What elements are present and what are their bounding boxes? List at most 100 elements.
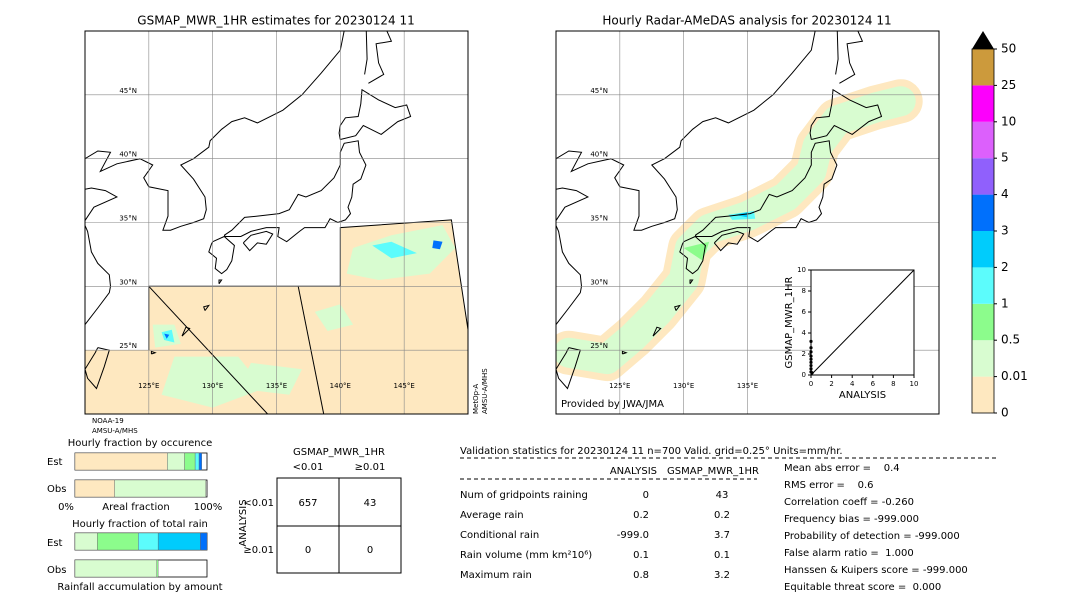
bar-segment <box>138 532 159 551</box>
colorbar-segment <box>972 121 994 159</box>
rain-area <box>372 241 417 259</box>
bar-segment <box>114 479 206 498</box>
cell: 0.2 <box>714 510 730 521</box>
coastline <box>839 31 864 84</box>
y-tick-label: 2 <box>802 350 806 358</box>
x-tick-label: 8 <box>891 380 895 388</box>
coastline <box>85 347 110 390</box>
col-label: ≥0.01 <box>355 462 386 473</box>
lat-label: 35°N <box>590 215 608 223</box>
coastline <box>150 350 157 355</box>
col-header: ANALYSIS <box>610 466 657 477</box>
left-map-frame <box>84 30 469 415</box>
coastline <box>713 230 745 252</box>
lon-label: 140°E <box>330 382 351 390</box>
score: Mean abs error = 0.4 <box>784 463 900 474</box>
left-map <box>85 31 468 414</box>
point <box>809 350 813 354</box>
coastline <box>203 304 211 311</box>
lon-label: 135°E <box>737 382 758 390</box>
axis-label: ANALYSIS <box>238 499 249 546</box>
colorbar-segment <box>972 376 994 413</box>
score: RMS error = 0.6 <box>784 480 874 491</box>
coastline <box>85 31 345 231</box>
colorbar-label: 10 <box>1001 114 1016 128</box>
axis-label: Areal fraction <box>102 502 169 513</box>
right-map-frame <box>555 30 940 415</box>
bar-segment <box>74 479 115 498</box>
row-label: Obs <box>47 484 66 495</box>
bar-segment <box>74 452 168 471</box>
coastline <box>556 347 581 390</box>
lon-label: 145°E <box>394 382 415 390</box>
bar-segment <box>156 559 159 578</box>
rain-area <box>432 240 443 250</box>
row-label: Conditional rain <box>460 530 539 541</box>
y-axis-title: GSMAP_MWR_1HR <box>784 277 795 369</box>
row-label: Average rain <box>460 510 524 521</box>
x-axis-title: ANALYSIS <box>839 390 886 401</box>
row-label: Num of gridpoints raining <box>460 490 588 501</box>
cell: 0.8 <box>633 570 649 581</box>
rain-area <box>238 362 302 395</box>
coastline <box>689 279 694 285</box>
cell: 43 <box>364 498 377 509</box>
cell: 43 <box>716 490 729 501</box>
cell: 0.1 <box>633 550 649 561</box>
cell: 0.2 <box>633 510 649 521</box>
sat-note: NOAA-19 <box>92 417 124 425</box>
lat-label: 30°N <box>119 278 137 286</box>
x-tick-label: 0 <box>809 380 813 388</box>
score: Frequency bias = -999.000 <box>784 514 919 525</box>
point <box>809 346 813 350</box>
right-map <box>556 31 939 414</box>
point <box>809 367 813 371</box>
total-footer: Rainfall accumulation by amount <box>57 582 222 593</box>
colorbar-segment <box>972 85 994 122</box>
row-label: ≥0.01 <box>243 545 274 556</box>
colorbar-segment <box>972 158 994 195</box>
axis-label: 100% <box>194 502 223 513</box>
colorbar-segment <box>972 340 994 377</box>
score: False alarm ratio = 1.000 <box>784 548 914 559</box>
y-tick-label: 4 <box>802 329 807 337</box>
colorbar-label: 25 <box>1001 78 1016 92</box>
bar-segment <box>198 452 202 471</box>
side-note: AMSU-A/MHS <box>481 368 489 414</box>
colorbar-label: 5 <box>1001 151 1009 165</box>
colorbar-label: 1 <box>1001 296 1009 310</box>
colorbar-label: 0.5 <box>1001 333 1020 347</box>
colorbar-label: 4 <box>1001 187 1009 201</box>
point <box>809 357 813 361</box>
col-header: GSMAP_MWR_1HR <box>667 466 759 477</box>
lat-label: 45°N <box>119 87 137 95</box>
colorbar-label: 0 <box>1001 406 1009 420</box>
bar-segment <box>184 452 196 471</box>
total-title: Hourly fraction of total rain <box>72 519 208 530</box>
rain-area <box>683 241 710 261</box>
bar-segment <box>167 452 185 471</box>
colorbar-segment <box>972 267 994 304</box>
side-note: MetOp-A <box>472 384 480 414</box>
lon-label: 135°E <box>266 382 287 390</box>
right-map-title: Hourly Radar-AMeDAS analysis for 2023012… <box>602 14 891 28</box>
coastline <box>679 235 706 275</box>
lat-label: 40°N <box>119 151 137 159</box>
row-label: Est <box>47 457 63 468</box>
point <box>810 371 814 375</box>
y-tick-label: 8 <box>802 287 806 295</box>
occurrence-title: Hourly fraction by occurence <box>68 438 212 449</box>
coastline <box>364 31 368 75</box>
row-label: Obs <box>47 565 66 576</box>
x-tick-label: 2 <box>829 380 833 388</box>
colorbar-segment <box>972 303 994 341</box>
x-tick-label: 10 <box>910 380 919 388</box>
point <box>809 363 813 368</box>
colorbar-label: 50 <box>1001 42 1016 56</box>
cell: -999.0 <box>617 530 649 541</box>
row-label: Maximum rain <box>460 570 532 581</box>
coastline <box>181 326 191 337</box>
point <box>809 354 813 358</box>
coastline <box>368 31 393 84</box>
lon-label: 125°E <box>138 382 159 390</box>
